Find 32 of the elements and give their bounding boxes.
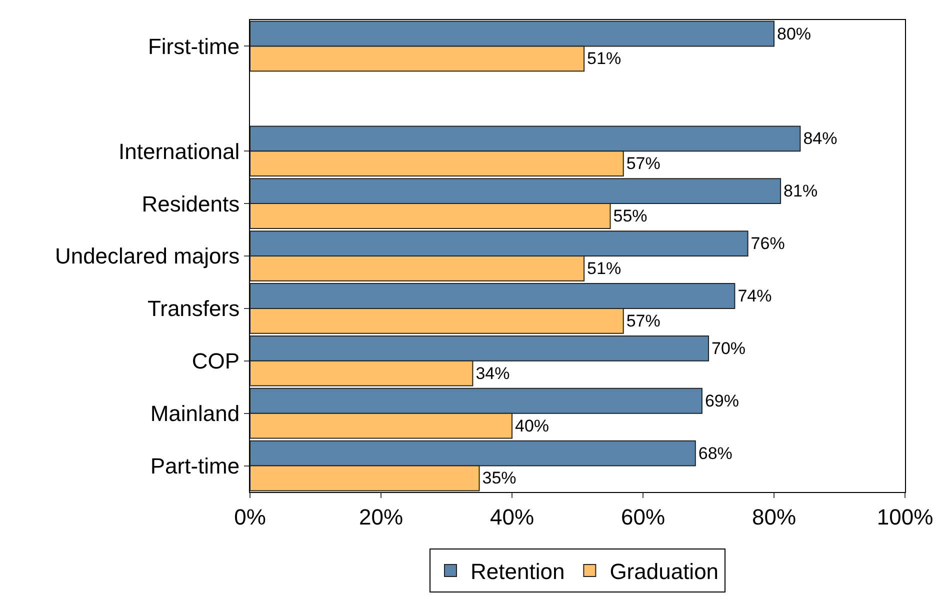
data-label: 51% [587, 258, 622, 278]
data-label: 57% [626, 154, 660, 174]
y-tick-label: COP [192, 348, 240, 374]
y-tick-label: Residents [142, 191, 240, 216]
data-label: 70% [712, 338, 746, 358]
data-label: 76% [750, 234, 785, 254]
x-tick-label: 60% [620, 504, 666, 530]
legend-label: Retention [470, 559, 565, 584]
data-label: 55% [613, 206, 648, 226]
data-label: 69% [704, 391, 739, 410]
data-label: 68% [698, 444, 732, 463]
data-label: 34% [476, 364, 510, 383]
legend-label: Graduation [610, 559, 719, 584]
data-label: 74% [738, 286, 772, 306]
data-label: 81% [784, 182, 818, 201]
data-label: 80% [777, 24, 812, 44]
data-label: 35% [482, 468, 516, 488]
y-tick-label: Part-time [150, 453, 240, 478]
x-tick-label: 100% [876, 504, 934, 530]
x-tick-label: 40% [490, 504, 534, 530]
data-label: 51% [587, 49, 622, 68]
data-label: 84% [803, 129, 838, 148]
x-tick-label: 80% [752, 504, 796, 530]
y-tick-label: First-time [148, 34, 240, 59]
y-tick-label: Undeclared majors [54, 244, 240, 269]
x-tick-label: 20% [358, 504, 404, 530]
x-tick-label: 0% [234, 504, 266, 530]
y-tick-label: International [118, 138, 240, 164]
data-label: 40% [515, 416, 550, 436]
data-label: 57% [626, 311, 660, 330]
y-tick-label: Mainland [150, 401, 240, 426]
y-tick-label: Transfers [148, 296, 240, 322]
